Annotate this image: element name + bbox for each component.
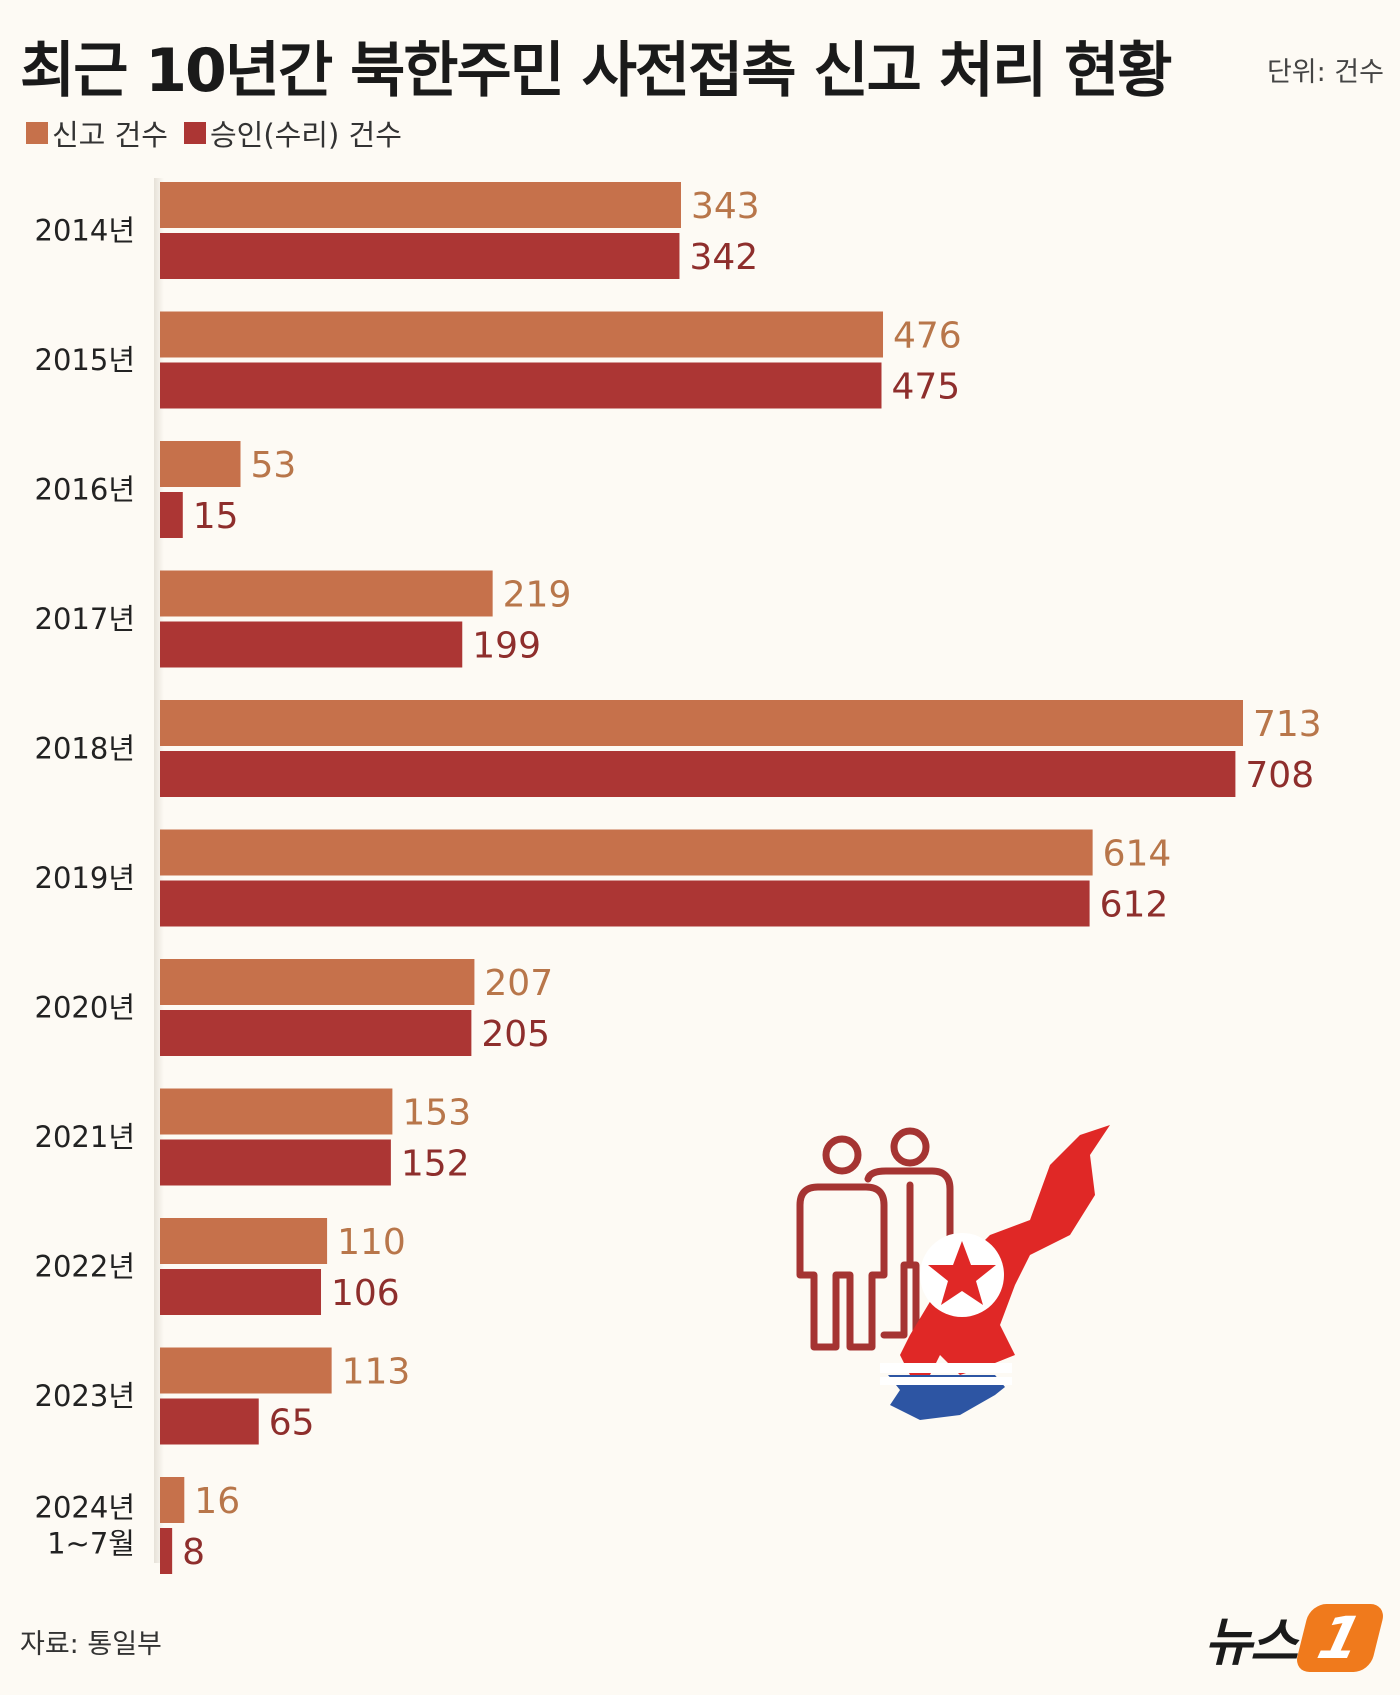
axis-line [154, 178, 164, 1563]
bar-reports [160, 1477, 185, 1523]
bar-approvals [160, 1139, 391, 1186]
category-label: 2022년 [35, 1250, 135, 1284]
category-label: 2017년 [35, 602, 135, 636]
value-label-approvals: 205 [481, 1014, 550, 1055]
unit-label: 단위: 건수 [1266, 57, 1384, 88]
bar-approvals [160, 1398, 259, 1445]
legend-swatch-approvals [183, 122, 206, 144]
value-label-reports: 113 [342, 1352, 411, 1393]
value-label-approvals: 708 [1245, 755, 1314, 796]
category-label: 2018년 [35, 732, 135, 766]
value-label-reports: 153 [402, 1093, 471, 1134]
bar-reports [160, 1088, 393, 1135]
bar-reports [160, 311, 884, 358]
legend-item-reports: 신고 건수 [26, 112, 168, 154]
value-label-reports: 476 [893, 316, 962, 357]
bar-approvals [160, 233, 680, 279]
category-label: 2023년 [35, 1379, 135, 1413]
value-label-approvals: 65 [269, 1403, 315, 1444]
category-label: 2021년 [35, 1120, 135, 1154]
category-label: 2019년 [35, 861, 135, 895]
bar-approvals [160, 492, 183, 538]
bar-reports [160, 959, 475, 1005]
bar-approvals [160, 751, 1236, 797]
value-label-reports: 219 [503, 575, 572, 616]
legend: 신고 건수 승인(수리) 건수 [26, 112, 418, 154]
value-label-approvals: 342 [689, 237, 758, 278]
legend-label-approvals: 승인(수리) 건수 [209, 118, 402, 152]
bar-reports [160, 1218, 328, 1264]
bar-approvals [160, 1528, 173, 1574]
bar-reports [160, 1347, 332, 1394]
bar-reports [160, 570, 493, 617]
logo-text: 뉴스 [1204, 1613, 1298, 1673]
bar-approvals [160, 880, 1090, 927]
bar-reports [160, 182, 681, 228]
page-title: 최근 10년간 북한주민 사전접촉 신고 처리 현황 [20, 36, 1172, 106]
news1-logo: 뉴스 1 [1204, 1600, 1387, 1675]
legend-label-reports: 신고 건수 [52, 118, 168, 152]
category-label: 2015년 [35, 343, 135, 377]
value-label-approvals: 199 [472, 626, 541, 667]
value-label-approvals: 475 [891, 367, 960, 408]
logo-mark: 1 [1293, 1603, 1387, 1672]
value-label-approvals: 612 [1100, 885, 1169, 926]
value-label-reports: 110 [337, 1222, 406, 1263]
value-label-approvals: 106 [331, 1273, 400, 1314]
value-label-reports: 343 [691, 186, 760, 227]
value-label-approvals: 152 [401, 1144, 470, 1185]
bar-reports [160, 700, 1243, 746]
north-korea-people-illustration [796, 1125, 1110, 1420]
value-label-approvals: 15 [193, 496, 239, 537]
bar-reports [160, 829, 1093, 876]
category-label: 2014년 [35, 214, 135, 248]
value-label-approvals: 8 [182, 1532, 205, 1573]
star-icon [928, 1241, 996, 1305]
bar-reports [160, 441, 241, 487]
bar-approvals [160, 362, 882, 409]
category-label: 2024년 1~7월 [35, 1491, 135, 1561]
value-label-reports: 16 [194, 1481, 240, 1522]
value-label-reports: 53 [251, 445, 297, 486]
value-label-reports: 614 [1103, 834, 1172, 875]
legend-item-approvals: 승인(수리) 건수 [183, 112, 402, 154]
source-note: 자료: 통일부 [20, 1629, 162, 1660]
value-label-reports: 207 [484, 963, 553, 1004]
north-korea-map-icon [880, 1125, 1110, 1420]
category-label: 2016년 [35, 473, 135, 507]
bar-approvals [160, 1010, 472, 1056]
value-label-reports: 713 [1253, 704, 1322, 745]
bar-approvals [160, 621, 463, 668]
bar-chart: 2014년 343 342 2015년 476 475 2016년 53 15 2017년 219 1… [35, 182, 1322, 1574]
bar-approvals [160, 1269, 322, 1315]
category-label: 2020년 [35, 991, 135, 1025]
legend-swatch-reports [26, 122, 48, 144]
